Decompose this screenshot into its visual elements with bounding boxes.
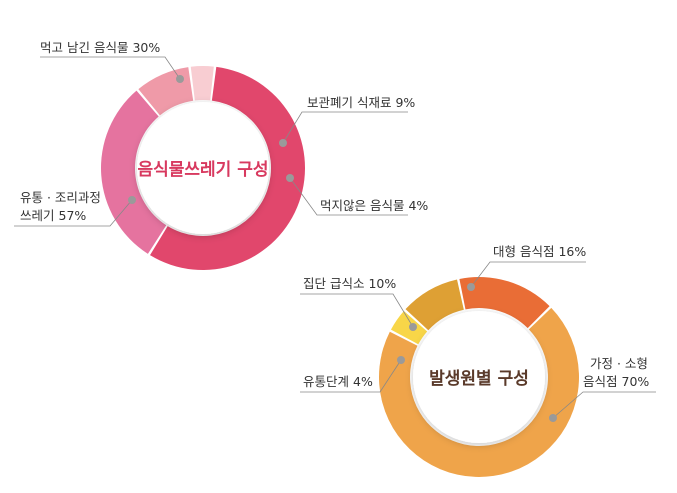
donut2-title: 발생원별 구성 [429, 369, 529, 389]
donut2-label-distribution: 유통단계 4% [303, 374, 373, 389]
donut2-marker-household [549, 414, 557, 422]
donut2-slice-household-small [378, 307, 579, 477]
donut2-slice-cafeteria [405, 279, 464, 331]
donut2-label-household-line2: 음식점 70% [583, 374, 649, 389]
donut1-label-unconsumed: 먹지않은 음식물 4% [320, 198, 428, 213]
donut2-label-large: 대형 음식점 16% [493, 244, 586, 259]
donut2-leader-large [470, 261, 586, 288]
donut2-slice-large-restaurant [459, 277, 550, 329]
donut1-slice-leftover [100, 90, 167, 254]
donut1-marker-unconsumed [286, 174, 294, 182]
food-waste-donut: 음식물쓰레기 구성 먹고 남긴 음식물 30% 보관폐기 식재료 9% 먹지않은… [14, 40, 428, 271]
donut1-leader-storage [282, 111, 408, 144]
donut1-title: 음식물쓰레기 구성 [137, 160, 268, 180]
donut1-slice-distribution-cooking [150, 66, 305, 271]
donut1-label-storage: 보관폐기 식재료 9% [307, 95, 415, 110]
donut2-leader-household [552, 391, 656, 419]
donut2-slice-large-restaurant [459, 277, 550, 329]
donut1-label-leftover: 먹고 남긴 음식물 30% [40, 40, 160, 55]
source-donut: 발생원별 구성 대형 음식점 16% 가정 · 소형 음식점 70% 유통단계 … [300, 244, 656, 477]
donut1-slice-leftover [100, 90, 167, 254]
donut1-slice-unconsumed [190, 65, 214, 101]
donut2-marker-distribution [397, 356, 405, 364]
donut1-leader-leftover [40, 56, 181, 80]
donut1-center-disc [137, 102, 269, 234]
donut1-label-distribution-line1: 유통 · 조리과정 [20, 190, 101, 205]
donut2-slice-household-small [378, 307, 579, 477]
donut2-center-disc [413, 311, 545, 443]
donut2-leader-cafeteria [300, 293, 414, 328]
donut1-label-distribution-line2: 쓰레기 57% [20, 208, 86, 223]
donut1-leader-distribution [14, 199, 133, 227]
donut2-slice-cafeteria [405, 279, 464, 331]
donut1-marker-storage [279, 139, 287, 147]
donut2-label-cafeteria: 집단 급식소 10% [303, 276, 396, 291]
donut2-marker-large [467, 283, 475, 291]
donut2-leader-distribution [300, 359, 402, 393]
donut2-marker-cafeteria [409, 323, 417, 331]
donut1-slice-unconsumed [190, 65, 214, 101]
donut2-label-household-line1: 가정 · 소형 [590, 356, 648, 371]
donut1-leader-unconsumed [289, 177, 408, 216]
donut1-marker-leftover [176, 75, 184, 83]
donut1-marker-distribution [128, 196, 136, 204]
donut1-slice-distribution-cooking [150, 66, 305, 271]
